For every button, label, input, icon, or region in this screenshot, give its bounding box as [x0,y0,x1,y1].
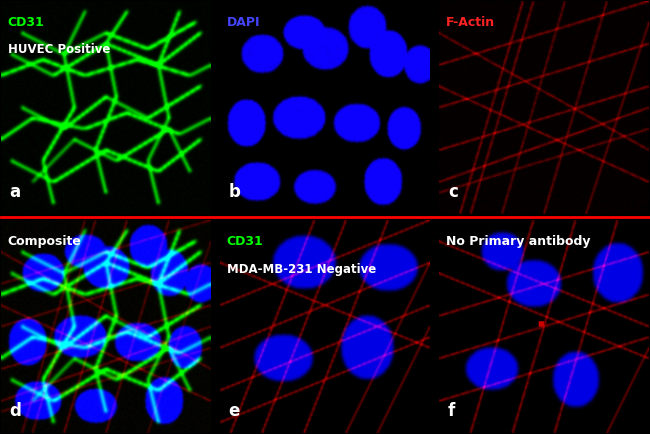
Text: c: c [448,183,458,201]
Text: HUVEC Positive: HUVEC Positive [8,43,110,56]
Text: No Primary antibody: No Primary antibody [446,235,590,248]
Text: Composite: Composite [8,235,81,248]
Text: DAPI: DAPI [227,16,260,29]
Text: d: d [10,402,21,421]
Text: F-Actin: F-Actin [446,16,495,29]
Text: CD31: CD31 [8,16,44,29]
Text: a: a [10,183,21,201]
Text: f: f [448,402,455,421]
Text: CD31: CD31 [227,235,263,248]
Text: b: b [229,183,240,201]
Text: e: e [229,402,240,421]
Text: MDA-MB-231 Negative: MDA-MB-231 Negative [227,263,376,276]
